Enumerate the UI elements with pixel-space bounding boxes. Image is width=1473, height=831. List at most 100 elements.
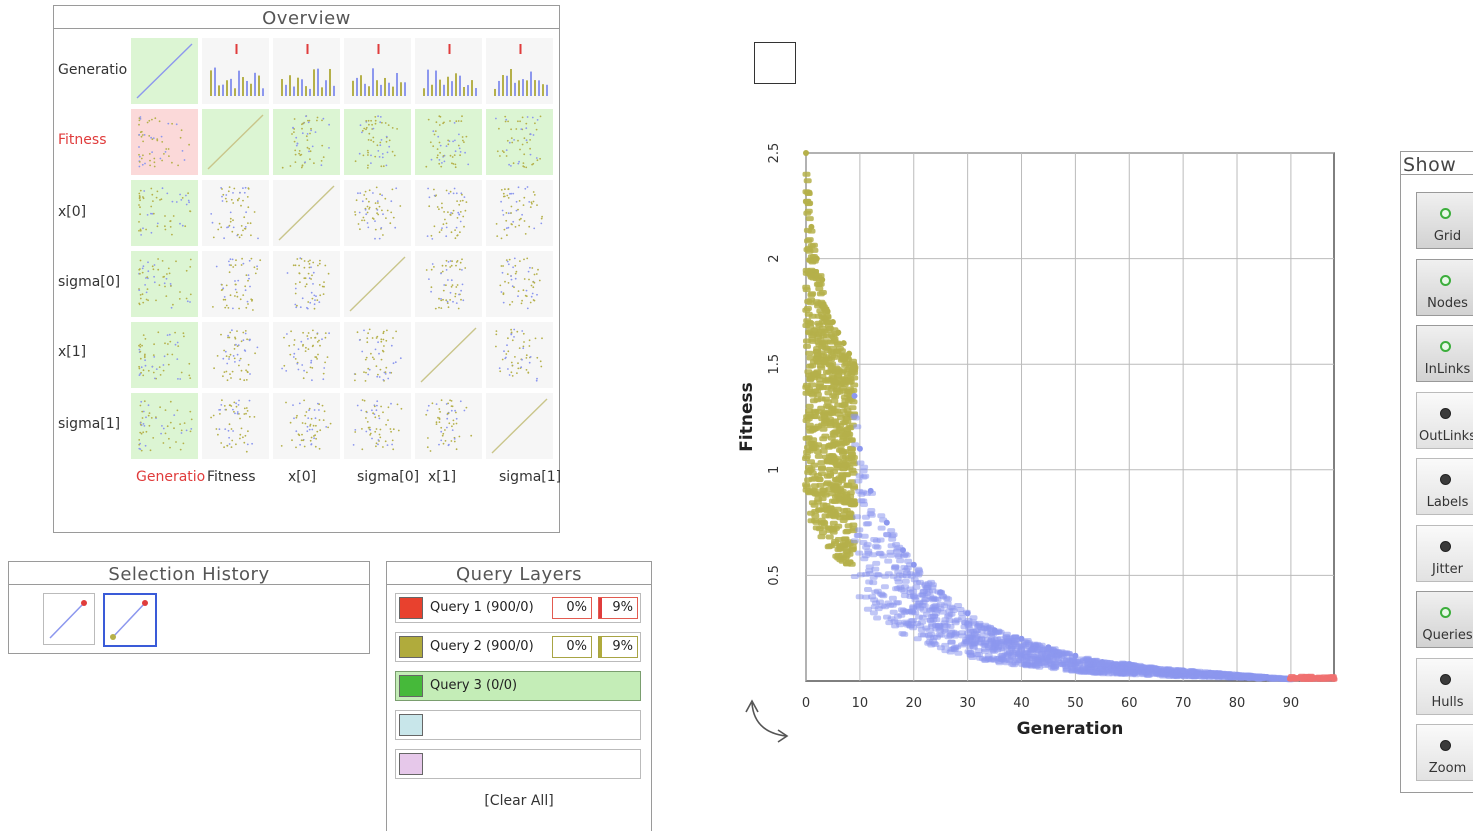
matrix-point — [503, 151, 505, 154]
matrix-point — [432, 130, 435, 133]
matrix-cell[interactable] — [202, 322, 269, 388]
matrix-point — [151, 365, 154, 368]
query-color-swatch[interactable] — [399, 597, 423, 619]
matrix-cell[interactable] — [415, 109, 482, 175]
matrix-cell[interactable] — [344, 322, 411, 388]
query-layer-row[interactable] — [395, 749, 641, 779]
overview-title: Overview — [54, 6, 559, 29]
row-label[interactable]: x[0] — [58, 204, 87, 220]
matrix-point — [367, 426, 370, 429]
matrix-point — [314, 131, 317, 133]
matrix-point — [363, 399, 366, 402]
matrix-point — [138, 153, 140, 156]
matrix-point — [521, 143, 524, 146]
matrix-point — [310, 291, 313, 294]
matrix-point — [535, 128, 538, 131]
row-label[interactable]: Generatio — [58, 62, 128, 78]
matrix-point — [376, 200, 379, 203]
matrix-cell[interactable] — [273, 393, 340, 459]
matrix-point — [286, 333, 288, 335]
matrix-point — [324, 264, 327, 267]
history-thumbnail-2[interactable] — [103, 593, 157, 647]
show-toggle-queries[interactable]: Queries — [1416, 591, 1473, 648]
query-color-swatch[interactable] — [399, 675, 423, 697]
matrix-point — [247, 274, 250, 276]
row-label[interactable]: x[1] — [58, 344, 87, 360]
matrix-cell[interactable] — [486, 251, 553, 317]
matrix-point — [289, 165, 292, 167]
matrix-cell[interactable] — [344, 109, 411, 175]
show-toggle-grid[interactable]: Grid — [1416, 192, 1473, 249]
data-point — [935, 623, 944, 629]
matrix-cell[interactable] — [344, 393, 411, 459]
show-toggle-zoom[interactable]: Zoom — [1416, 724, 1473, 781]
query-layer-row[interactable]: Query 3 (0/0) — [395, 671, 641, 701]
matrix-cell[interactable] — [486, 322, 553, 388]
matrix-cell[interactable] — [131, 393, 198, 459]
data-point — [872, 560, 881, 566]
matrix-cell[interactable] — [131, 109, 198, 175]
matrix-point — [161, 187, 164, 190]
matrix-point — [526, 307, 529, 310]
matrix-point — [376, 212, 378, 215]
clear-all-link[interactable]: [Clear All] — [484, 793, 554, 809]
query-layer-row[interactable]: Query 2 (900/0) 0% 9% — [395, 632, 641, 662]
matrix-cell[interactable] — [273, 109, 340, 175]
query-layer-row[interactable]: Query 1 (900/0) 0% 9% — [395, 593, 641, 623]
main-scatter-plot[interactable]: 0 10 20 30 40 50 60 70 80 900.511.522.5Generation… — [728, 140, 1368, 760]
data-point — [804, 268, 813, 274]
matrix-point — [451, 156, 454, 158]
scatterplot-matrix[interactable] — [54, 6, 561, 534]
column-label[interactable]: x[0] — [288, 469, 317, 485]
matrix-cell[interactable] — [131, 322, 198, 388]
matrix-point — [139, 272, 141, 275]
column-label[interactable]: sigma[1] — [499, 469, 562, 485]
matrix-point — [302, 343, 304, 346]
row-label[interactable]: sigma[0] — [58, 274, 121, 290]
matrix-point — [449, 154, 452, 157]
matrix-cell[interactable] — [131, 180, 198, 246]
column-label[interactable]: Generatio — [136, 469, 206, 485]
matrix-cell[interactable] — [415, 180, 482, 246]
column-label[interactable]: Fitness — [207, 469, 256, 485]
show-toggle-hulls[interactable]: Hulls — [1416, 657, 1473, 715]
show-toggle-labels[interactable]: Labels — [1416, 458, 1473, 515]
matrix-point — [445, 299, 448, 302]
matrix-cell[interactable] — [202, 180, 269, 246]
matrix-point — [294, 283, 297, 285]
column-label[interactable]: x[1] — [428, 469, 457, 485]
query-color-swatch[interactable] — [399, 714, 423, 736]
data-point — [1086, 669, 1094, 675]
query-color-swatch[interactable] — [399, 753, 423, 775]
matrix-cell[interactable] — [273, 322, 340, 388]
matrix-point — [183, 335, 185, 338]
matrix-point — [378, 205, 381, 208]
query-color-swatch[interactable] — [399, 636, 423, 658]
show-toggle-inlinks[interactable]: InLinks — [1416, 325, 1473, 382]
matrix-point — [368, 123, 370, 126]
matrix-point — [293, 339, 296, 341]
data-point — [833, 340, 842, 346]
data-point — [887, 543, 896, 549]
history-thumbnail-1[interactable] — [43, 593, 95, 645]
show-toggle-nodes[interactable]: Nodes — [1416, 258, 1473, 316]
query-layer-row[interactable] — [395, 710, 641, 740]
series-point — [937, 589, 944, 596]
matrix-cell[interactable] — [202, 393, 269, 459]
matrix-point — [227, 307, 230, 309]
matrix-point — [291, 439, 293, 442]
show-toggle-jitter[interactable]: Jitter — [1416, 524, 1473, 582]
show-toggle-outlinks[interactable]: OutLinks — [1416, 391, 1473, 449]
column-label[interactable]: sigma[0] — [357, 469, 420, 485]
data-point — [1056, 650, 1065, 656]
matrix-point — [354, 213, 357, 216]
matrix-point — [522, 289, 525, 292]
matrix-point — [378, 417, 381, 420]
matrix-point — [162, 442, 165, 444]
row-label[interactable]: Fitness — [58, 132, 107, 148]
matrix-point — [294, 358, 297, 360]
matrix-cell[interactable] — [486, 109, 553, 175]
row-label[interactable]: sigma[1] — [58, 416, 121, 432]
rotate-axes-icon[interactable] — [745, 699, 789, 743]
matrix-cell[interactable] — [486, 180, 553, 246]
